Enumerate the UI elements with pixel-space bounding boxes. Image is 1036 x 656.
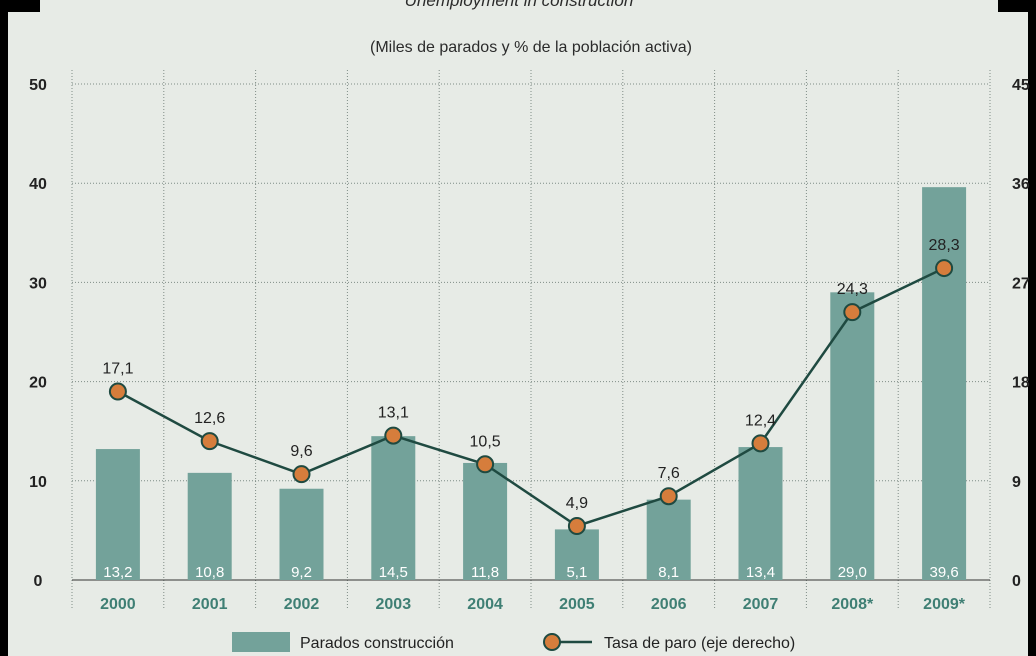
bar-value-label: 39,6	[929, 564, 958, 581]
rate-marker	[292, 465, 311, 484]
rate-value-label: 24,3	[837, 281, 868, 298]
chart-header-text: Unemployment in construction	[404, 0, 634, 10]
legend-bar-label: Parados construcción	[300, 635, 454, 652]
rate-marker	[751, 434, 770, 453]
bar-value-label: 13,4	[746, 564, 775, 581]
bar-value-label: 29,0	[838, 564, 867, 581]
bar	[922, 187, 967, 580]
rate-value-label: 13,1	[378, 405, 409, 422]
y-left-tick-label: 10	[29, 474, 47, 491]
legend-bar-swatch	[232, 632, 290, 652]
y-left-tick-label: 0	[34, 573, 43, 590]
rate-value-label: 28,3	[929, 237, 960, 254]
x-category-label: 2006	[651, 596, 687, 613]
bar-value-label: 5,1	[566, 564, 587, 581]
bar-value-label: 14,5	[379, 564, 408, 581]
bar	[830, 292, 875, 580]
y-left-tick-label: 20	[29, 375, 47, 392]
x-category-label: 2002	[284, 596, 320, 613]
bar	[646, 499, 691, 580]
x-category-label: 2008*	[831, 596, 874, 613]
y-left-tick-label: 40	[29, 176, 47, 193]
y-right-tick-label: 45	[1012, 77, 1030, 94]
rate-value-label: 12,6	[194, 410, 225, 427]
bar	[554, 529, 599, 580]
rate-value-label: 10,5	[470, 433, 501, 450]
bar	[463, 462, 508, 580]
legend-line-marker	[543, 633, 561, 651]
x-category-label: 2001	[192, 596, 228, 613]
rate-value-label: 7,6	[658, 465, 680, 482]
rate-value-label: 12,4	[745, 412, 776, 429]
bar	[371, 436, 416, 580]
chart-header-tab: Unemployment in construction	[40, 0, 998, 12]
bar-value-label: 8,1	[658, 564, 679, 581]
rate-value-label: 17,1	[102, 361, 133, 378]
rate-marker	[659, 487, 678, 506]
bar	[187, 472, 232, 580]
rate-value-label: 4,9	[566, 495, 588, 512]
bar	[279, 488, 324, 580]
bar	[95, 449, 140, 580]
bar-value-label: 13,2	[103, 564, 132, 581]
y-right-tick-label: 36	[1012, 176, 1030, 193]
rate-line	[117, 266, 945, 528]
bar-value-label: 9,2	[291, 564, 312, 581]
y-right-tick-label: 9	[1012, 474, 1021, 491]
legend-line-label: Tasa de paro (eje derecho)	[604, 635, 795, 652]
chart-subtitle: (Miles de parados y % de la población ac…	[370, 39, 692, 56]
rate-marker	[843, 303, 862, 322]
y-right-tick-label: 27	[1012, 275, 1030, 292]
x-category-label: 2004	[467, 596, 503, 613]
x-category-label: 2000	[100, 596, 136, 613]
rate-value-label: 9,6	[290, 443, 312, 460]
bar-value-label: 10,8	[195, 564, 224, 581]
x-category-label: 2003	[376, 596, 412, 613]
bar-value-label: 11,8	[471, 564, 499, 581]
x-category-label: 2007	[743, 596, 779, 613]
rate-marker	[384, 426, 403, 445]
y-left-tick-label: 50	[29, 77, 47, 94]
rate-marker	[108, 382, 127, 401]
y-left-tick-label: 30	[29, 275, 47, 292]
rate-marker	[935, 259, 954, 278]
rate-marker	[200, 432, 219, 451]
rate-marker	[476, 455, 495, 474]
y-right-tick-label: 18	[1012, 375, 1030, 392]
bar	[738, 447, 783, 580]
rate-marker	[567, 516, 586, 535]
x-category-label: 2009*	[923, 596, 966, 613]
x-category-label: 2005	[559, 596, 595, 613]
y-right-tick-label: 0	[1012, 573, 1021, 590]
